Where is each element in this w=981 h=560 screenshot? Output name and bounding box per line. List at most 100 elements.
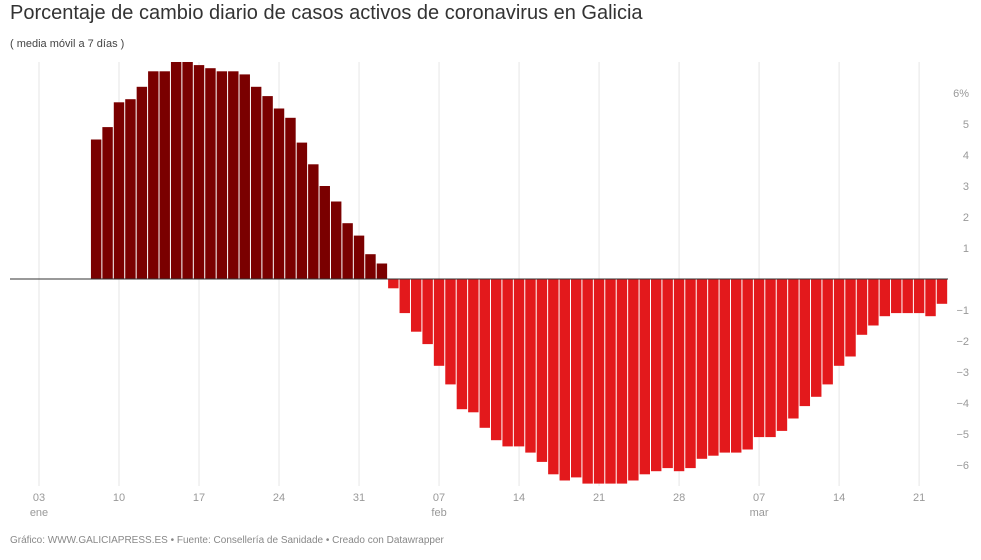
bar bbox=[879, 279, 891, 317]
bar bbox=[891, 279, 902, 314]
bar bbox=[308, 164, 319, 279]
y-tick-label: −4 bbox=[956, 398, 969, 410]
bar bbox=[719, 279, 731, 453]
bar bbox=[525, 279, 536, 453]
bar bbox=[822, 279, 833, 385]
bar bbox=[388, 279, 399, 289]
bar bbox=[559, 279, 570, 481]
bar bbox=[696, 279, 708, 459]
bar bbox=[125, 99, 136, 279]
bar bbox=[136, 86, 148, 279]
bar bbox=[102, 127, 113, 279]
bar bbox=[765, 279, 776, 438]
bar bbox=[170, 62, 182, 279]
bars bbox=[90, 62, 948, 484]
bar bbox=[593, 279, 605, 484]
bar bbox=[399, 279, 410, 314]
x-month-label: mar bbox=[750, 507, 769, 519]
bar bbox=[342, 223, 353, 279]
x-month-label: ene bbox=[30, 507, 48, 519]
bar bbox=[216, 71, 228, 279]
x-tick-label: 07 bbox=[433, 492, 445, 504]
bar bbox=[513, 279, 525, 447]
x-tick-label: 31 bbox=[353, 492, 365, 504]
bar bbox=[479, 279, 490, 428]
bar bbox=[868, 279, 879, 326]
bar bbox=[833, 279, 845, 366]
bar bbox=[376, 263, 388, 279]
bar bbox=[731, 279, 742, 453]
bar bbox=[90, 139, 102, 279]
bar bbox=[148, 71, 159, 279]
bar bbox=[799, 279, 811, 407]
bar bbox=[936, 279, 948, 304]
bar bbox=[262, 96, 273, 279]
bar bbox=[776, 279, 788, 431]
y-tick-label: 4 bbox=[963, 150, 969, 162]
y-tick-label: 1 bbox=[963, 243, 969, 255]
bar bbox=[913, 279, 925, 314]
bar bbox=[616, 279, 628, 484]
y-tick-label: −2 bbox=[956, 336, 969, 348]
y-tick-label: −5 bbox=[956, 429, 969, 441]
bar bbox=[742, 279, 753, 450]
y-axis: 6% 5 4 3 2 1 −1 −2 −3 −4 −5 −6 bbox=[953, 88, 969, 472]
bar bbox=[788, 279, 799, 419]
y-tick-label: 3 bbox=[963, 181, 969, 193]
y-tick-label: 5 bbox=[963, 119, 969, 131]
x-tick-label: 03 bbox=[33, 492, 45, 504]
bar bbox=[536, 279, 548, 462]
bar bbox=[433, 279, 445, 366]
x-tick-label: 07 bbox=[753, 492, 765, 504]
bar bbox=[605, 279, 616, 484]
chart-title: Porcentaje de cambio diario de casos act… bbox=[10, 2, 643, 24]
bar bbox=[468, 279, 479, 413]
bar bbox=[365, 254, 376, 279]
x-tick-label: 24 bbox=[273, 492, 285, 504]
x-axis: 03 ene 10 17 24 31 07 feb 14 21 28 07 mar 14 21 bbox=[30, 492, 925, 519]
chart-subtitle: ( media móvil a 7 días ) bbox=[10, 38, 125, 50]
bar bbox=[582, 279, 593, 484]
x-tick-label: 14 bbox=[833, 492, 845, 504]
bar bbox=[708, 279, 719, 456]
x-tick-label: 14 bbox=[513, 492, 525, 504]
x-tick-label: 21 bbox=[913, 492, 925, 504]
x-tick-label: 21 bbox=[593, 492, 605, 504]
bar bbox=[296, 142, 308, 279]
bar bbox=[410, 279, 422, 332]
x-tick-label: 28 bbox=[673, 492, 685, 504]
bar bbox=[628, 279, 639, 481]
bar bbox=[353, 235, 365, 279]
bar bbox=[902, 279, 913, 314]
x-tick-label: 17 bbox=[193, 492, 205, 504]
bar bbox=[285, 117, 296, 279]
bar bbox=[502, 279, 513, 447]
y-tick-label: −1 bbox=[956, 305, 969, 317]
bar bbox=[490, 279, 502, 441]
bar bbox=[571, 279, 582, 478]
bar bbox=[685, 279, 696, 469]
bar bbox=[422, 279, 433, 345]
y-tick-label: −6 bbox=[956, 460, 969, 472]
bar bbox=[239, 74, 250, 280]
y-tick-label: 6% bbox=[953, 88, 969, 100]
bar bbox=[193, 65, 205, 279]
bar bbox=[651, 279, 662, 472]
bar bbox=[456, 279, 468, 410]
bar bbox=[925, 279, 936, 317]
bar bbox=[639, 279, 650, 475]
bar bbox=[856, 279, 868, 335]
bar bbox=[182, 62, 193, 279]
bar bbox=[845, 279, 856, 357]
bar bbox=[273, 108, 285, 279]
bar bbox=[330, 201, 342, 279]
x-tick-label: 10 bbox=[113, 492, 125, 504]
bar bbox=[548, 279, 559, 475]
bar bbox=[662, 279, 673, 469]
bar bbox=[205, 68, 216, 279]
bar bbox=[753, 279, 765, 438]
y-tick-label: −3 bbox=[956, 367, 969, 379]
bar bbox=[159, 71, 170, 279]
bar bbox=[250, 86, 262, 279]
